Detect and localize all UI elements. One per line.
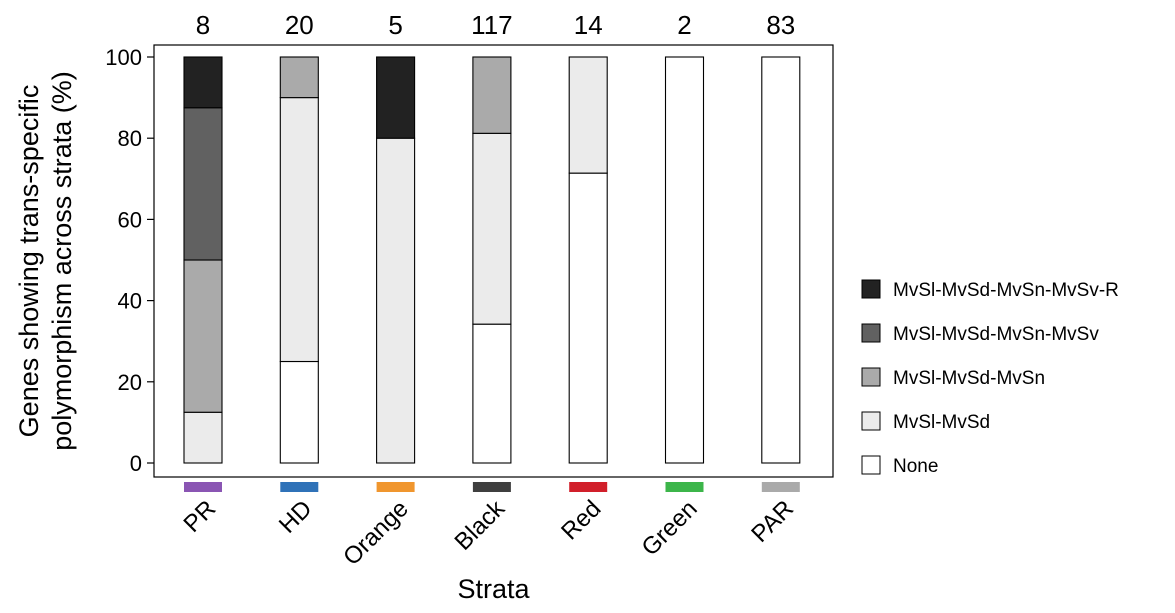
x-tick-label-green: Green — [636, 495, 702, 561]
bar-green-none — [664, 56, 705, 464]
legend-label-mvsl-mvsd: MvSl-MvSd — [893, 412, 990, 433]
x-tick-label-hd: HD — [274, 495, 318, 539]
legend-swatch-mvsl-mvsd-mvsn-mvsv — [861, 323, 881, 343]
strata-color-red — [569, 482, 608, 492]
strata-color-green — [665, 482, 704, 492]
bar-red-none — [568, 172, 608, 464]
bar-hd-mvsl-mvsd — [279, 97, 319, 363]
bar-orange-mvsl-mvsd-mvsn-mvsv-r — [376, 56, 416, 139]
legend-label-none: None — [893, 456, 938, 477]
y-tick-label-20: 20 — [118, 370, 142, 395]
x-tick-label-par: PAR — [746, 495, 799, 548]
legend-label-mvsl-mvsd-mvsn-mvsv-r: MvSl-MvSd-MvSn-MvSv-R — [893, 280, 1119, 301]
bar-black-mvsl-mvsd-mvsn — [472, 56, 512, 134]
bar-pr-mvsl-mvsd — [183, 411, 223, 464]
bar-pr-mvsl-mvsd-mvsn-mvsv — [183, 107, 223, 261]
y-tick-label-40: 40 — [118, 289, 142, 314]
y-axis-title-line-1: Genes showing trans-specific — [14, 85, 44, 438]
bar-hd-mvsl-mvsd-mvsn — [279, 56, 319, 99]
count-label-hd: 20 — [285, 10, 314, 40]
bar-hd-none — [279, 360, 319, 464]
count-label-orange: 5 — [388, 10, 402, 40]
count-label-red: 14 — [574, 10, 603, 40]
x-tick-label-red: Red — [556, 495, 606, 545]
strata-color-black — [472, 482, 511, 492]
strata-color-pr — [184, 482, 222, 492]
x-axis-title: Strata — [457, 574, 530, 604]
bar-orange-mvsl-mvsd — [376, 137, 416, 464]
count-label-black: 117 — [471, 10, 512, 40]
y-tick-label-0: 0 — [130, 451, 142, 476]
legend-swatch-mvsl-mvsd-mvsn-mvsv-r — [861, 279, 881, 299]
bar-pr-mvsl-mvsd-mvsn — [183, 259, 223, 413]
strata-color-orange — [376, 482, 415, 492]
y-tick-label-60: 60 — [118, 207, 142, 232]
x-tick-label-pr: PR — [179, 495, 222, 538]
bar-black-mvsl-mvsd — [472, 132, 512, 325]
strata-color-par — [761, 482, 800, 492]
x-tick-label-black: Black — [450, 494, 511, 555]
strata-color-hd — [280, 482, 319, 492]
plot-frame — [153, 44, 834, 478]
bar-par-none — [761, 56, 801, 464]
y-axis-title-line-2: polymorphism across strata (%) — [47, 71, 77, 451]
x-tick-label-orange: Orange — [338, 495, 414, 571]
y-tick-label-80: 80 — [118, 126, 142, 151]
legend-label-mvsl-mvsd-mvsn: MvSl-MvSd-MvSn — [893, 368, 1045, 389]
count-label-par: 83 — [766, 10, 795, 40]
count-label-green: 2 — [677, 10, 691, 40]
legend-swatch-mvsl-mvsd — [861, 411, 881, 431]
bar-pr-mvsl-mvsd-mvsn-mvsv-r — [183, 56, 223, 109]
legend-swatch-none — [861, 455, 881, 475]
bar-black-none — [472, 323, 512, 464]
legend-swatch-mvsl-mvsd-mvsn — [861, 367, 881, 387]
count-label-pr: 8 — [196, 10, 210, 40]
y-tick-label-100: 100 — [105, 45, 142, 70]
bar-red-mvsl-mvsd — [568, 56, 608, 174]
legend-label-mvsl-mvsd-mvsn-mvsv: MvSl-MvSd-MvSn-MvSv — [893, 324, 1099, 345]
